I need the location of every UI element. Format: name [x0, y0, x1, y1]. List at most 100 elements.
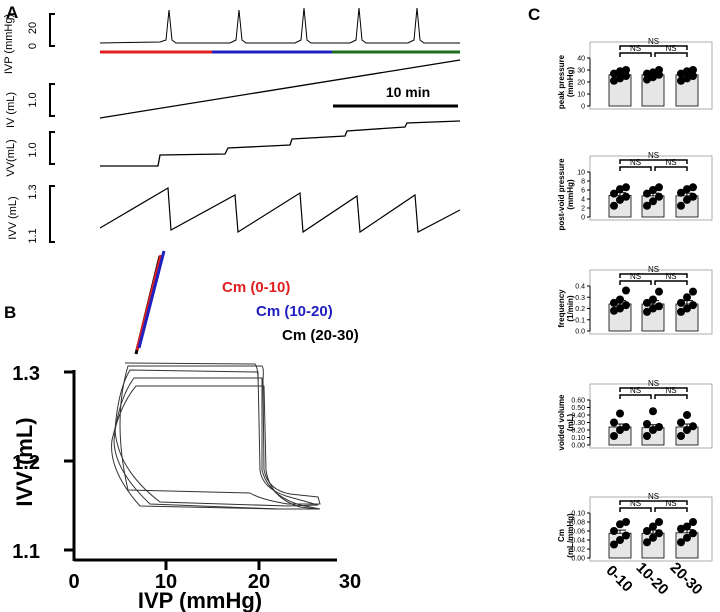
data-point	[610, 432, 618, 440]
data-point	[689, 183, 697, 192]
data-point	[689, 529, 697, 538]
sig-bracket-1-2	[619, 394, 652, 399]
y-tick-label: 8	[581, 179, 585, 186]
data-point	[616, 195, 624, 204]
sig-bracket-1-3-label: NS	[648, 379, 659, 388]
data-point	[683, 67, 691, 76]
y-axis-label: voided volume	[557, 394, 566, 451]
data-point	[616, 536, 624, 544]
data-point	[655, 529, 663, 538]
data-point	[622, 192, 630, 201]
sig-bracket-2-3-label: NS	[665, 386, 676, 395]
category-label-1: 0-10	[603, 562, 636, 595]
pv-loop-1	[119, 365, 321, 505]
data-point	[616, 74, 624, 83]
data-point	[616, 185, 624, 194]
sig-bracket-2-3-label: NS	[665, 499, 676, 508]
vv-scale-bracket	[49, 131, 55, 165]
data-point	[649, 197, 657, 206]
data-point	[683, 533, 691, 542]
data-point	[655, 183, 663, 192]
data-point	[689, 518, 697, 526]
legend-cm-20-30: Cm (20-30)	[282, 327, 359, 344]
y-tick-label: 10	[577, 170, 585, 177]
data-point	[655, 66, 663, 74]
data-point	[622, 286, 630, 295]
category-label-3: 20-30	[667, 559, 706, 598]
sig-bracket-1-2-label: NS	[630, 158, 641, 167]
y-tick-label: 6	[581, 188, 585, 195]
data-point	[616, 409, 624, 418]
y-tick-label: 0	[581, 215, 585, 222]
y-axis-unit: (mmHg)	[566, 179, 575, 210]
y-axis-label: Cm	[557, 529, 566, 542]
data-point	[643, 527, 651, 535]
data-point	[677, 188, 685, 197]
sig-bracket-1-3	[619, 273, 688, 278]
pv-loops	[111, 362, 321, 510]
cm-line-0-10	[135, 254, 163, 351]
y-tick-label: 0.10	[571, 435, 585, 442]
y-tick-label: 30	[577, 68, 585, 75]
sig-bracket-1-3-label: NS	[648, 151, 659, 160]
ivv-scale-bracket	[49, 185, 55, 243]
iv-trace	[99, 59, 461, 119]
data-point	[683, 195, 691, 204]
data-point	[689, 301, 697, 310]
y-axis-unit: (mmHg)	[566, 67, 575, 98]
sig-bracket-1-2-label: NS	[630, 386, 641, 395]
data-point	[622, 301, 630, 310]
y-tick-label: 0.10	[571, 511, 585, 518]
ivv-tick-13: 1.3	[27, 184, 39, 199]
legend-cm-0-10: Cm (0-10)	[222, 279, 290, 296]
y-tick-label: 0.4	[575, 284, 585, 291]
chart-3: 0.0 0.1 0.2 0.3 0.4 frequency (1/min) NS NS NS	[557, 265, 713, 336]
data-point	[649, 426, 657, 434]
data-point	[622, 531, 630, 540]
y-tick-label: 0.40	[571, 413, 585, 420]
chart-1: 0 10 20 30 40 peak pressure (mmHg) NS NS NS	[557, 37, 713, 111]
data-point	[649, 407, 657, 416]
sig-bracket-2-3-label: NS	[665, 272, 676, 281]
scale-bar-label: 10 min	[386, 84, 430, 100]
data-point	[655, 518, 663, 526]
vv-tick-1: 1.0	[27, 142, 39, 157]
b-x-label-20: 20	[248, 571, 270, 593]
panel-label-b: B	[4, 303, 16, 322]
data-point	[683, 185, 691, 194]
sig-bracket-2-3	[654, 52, 688, 57]
sig-bracket-1-2-label: NS	[630, 499, 641, 508]
y-axis-unit: (mL/mmHg)	[566, 513, 575, 558]
b-x-label-30: 30	[339, 571, 361, 593]
y-tick-label: 2	[581, 206, 585, 213]
cm-line-10-20	[137, 250, 166, 349]
b-y-label-11: 1.1	[12, 541, 40, 563]
y-tick-label: 10	[577, 92, 585, 99]
y-tick-label: 0.20	[571, 428, 585, 435]
data-point	[677, 524, 685, 533]
pv-loop-3	[113, 377, 321, 510]
y-tick-label: 0.02	[571, 547, 585, 554]
data-point	[649, 295, 657, 304]
sig-bracket-1-2	[619, 166, 652, 171]
data-point	[616, 295, 624, 304]
data-point	[622, 72, 630, 80]
data-point	[610, 527, 618, 535]
data-point	[643, 69, 651, 78]
pv-loop-4	[111, 385, 319, 510]
data-point	[622, 183, 630, 192]
y-tick-label: 40	[577, 56, 585, 63]
y-tick-label: 4	[581, 197, 585, 204]
sig-bracket-1-2	[619, 52, 652, 57]
b-y-label-13: 1.3	[12, 363, 40, 385]
b-x-label-10: 10	[155, 571, 177, 593]
ivp-trace	[99, 7, 460, 44]
data-point	[689, 72, 697, 80]
y-tick-label: 0.1	[575, 317, 585, 324]
data-point	[610, 189, 618, 198]
panel-label-c: C	[528, 5, 540, 24]
sig-bracket-2-3	[654, 166, 688, 171]
pv-loop-2	[114, 369, 319, 507]
